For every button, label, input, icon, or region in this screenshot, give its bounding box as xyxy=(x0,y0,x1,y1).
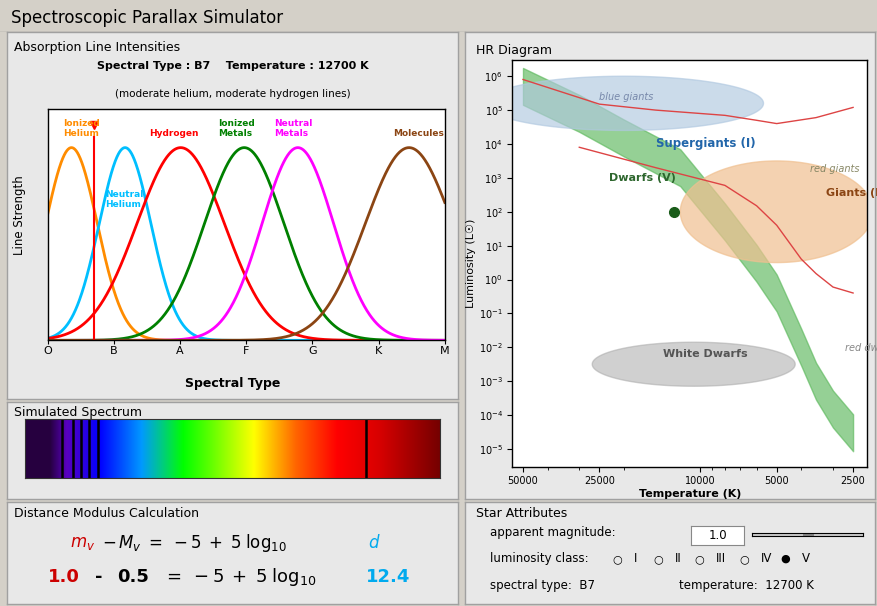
Text: Hydrogen: Hydrogen xyxy=(149,129,198,138)
Text: Distance Modulus Calculation: Distance Modulus Calculation xyxy=(14,507,198,520)
X-axis label: Temperature (K): Temperature (K) xyxy=(638,489,740,499)
Text: ○: ○ xyxy=(694,554,703,564)
Text: $m_v$: $m_v$ xyxy=(70,533,96,551)
Text: Molecules: Molecules xyxy=(393,129,444,138)
Text: $- \, M_v \; = \; -5 \; + \; 5 \; \log_{10}$: $- \, M_v \; = \; -5 \; + \; 5 \; \log_{… xyxy=(102,531,286,553)
Text: III: III xyxy=(715,552,724,565)
Text: 1.0: 1.0 xyxy=(708,529,726,542)
Text: Spectral Type : B7    Temperature : 12700 K: Spectral Type : B7 Temperature : 12700 K xyxy=(96,61,368,72)
Text: Spectral Type: Spectral Type xyxy=(185,377,280,390)
Text: 0.5: 0.5 xyxy=(118,568,149,586)
Text: V: V xyxy=(801,552,809,565)
Text: red dwarfs: red dwarfs xyxy=(844,342,877,353)
Text: ○: ○ xyxy=(738,554,748,564)
Polygon shape xyxy=(680,161,872,262)
Text: Dwarfs (V): Dwarfs (V) xyxy=(608,173,674,183)
Text: Neutral
Helium: Neutral Helium xyxy=(105,190,144,209)
Text: spectral type:  B7: spectral type: B7 xyxy=(489,579,595,591)
Text: Ionized
Metals: Ionized Metals xyxy=(218,119,255,138)
Text: ●: ● xyxy=(780,554,789,564)
Text: Ionized
Helium: Ionized Helium xyxy=(63,119,100,138)
Text: $= \; -5 \; + \; 5 \; \log_{10}$: $= \; -5 \; + \; 5 \; \log_{10}$ xyxy=(162,566,316,588)
Text: IV: IV xyxy=(759,552,771,565)
Text: blue giants: blue giants xyxy=(599,92,653,102)
Polygon shape xyxy=(592,342,795,386)
Text: Simulated Spectrum: Simulated Spectrum xyxy=(14,407,141,419)
Text: red giants: red giants xyxy=(809,164,859,174)
Text: 1.0: 1.0 xyxy=(47,568,80,586)
Text: Spectroscopic Parallax Simulator: Spectroscopic Parallax Simulator xyxy=(11,8,283,27)
Text: apparent magnitude:: apparent magnitude: xyxy=(489,526,615,539)
Text: I: I xyxy=(632,552,636,565)
Text: $d$: $d$ xyxy=(367,533,381,551)
Polygon shape xyxy=(484,76,763,130)
Text: (moderate helium, moderate hydrogen lines): (moderate helium, moderate hydrogen line… xyxy=(115,89,350,99)
Text: II: II xyxy=(674,552,681,565)
Text: ○: ○ xyxy=(652,554,662,564)
Text: Line Strength: Line Strength xyxy=(13,176,26,255)
Text: -: - xyxy=(95,568,103,586)
Text: temperature:  12700 K: temperature: 12700 K xyxy=(678,579,812,591)
Text: HR Diagram: HR Diagram xyxy=(475,44,551,57)
Text: Absorption Line Intensities: Absorption Line Intensities xyxy=(14,41,180,54)
Y-axis label: Luminosity (L☉): Luminosity (L☉) xyxy=(466,219,475,308)
Text: Neutral
Metals: Neutral Metals xyxy=(274,119,312,138)
Text: Supergiants (I): Supergiants (I) xyxy=(655,138,754,150)
Text: White Dwarfs: White Dwarfs xyxy=(662,350,747,359)
Text: luminosity class:: luminosity class: xyxy=(489,552,588,565)
Text: ○: ○ xyxy=(611,554,621,564)
Text: 12.4: 12.4 xyxy=(366,568,410,586)
Text: Star Attributes: Star Attributes xyxy=(475,507,567,520)
Text: Giants (III): Giants (III) xyxy=(825,188,877,198)
